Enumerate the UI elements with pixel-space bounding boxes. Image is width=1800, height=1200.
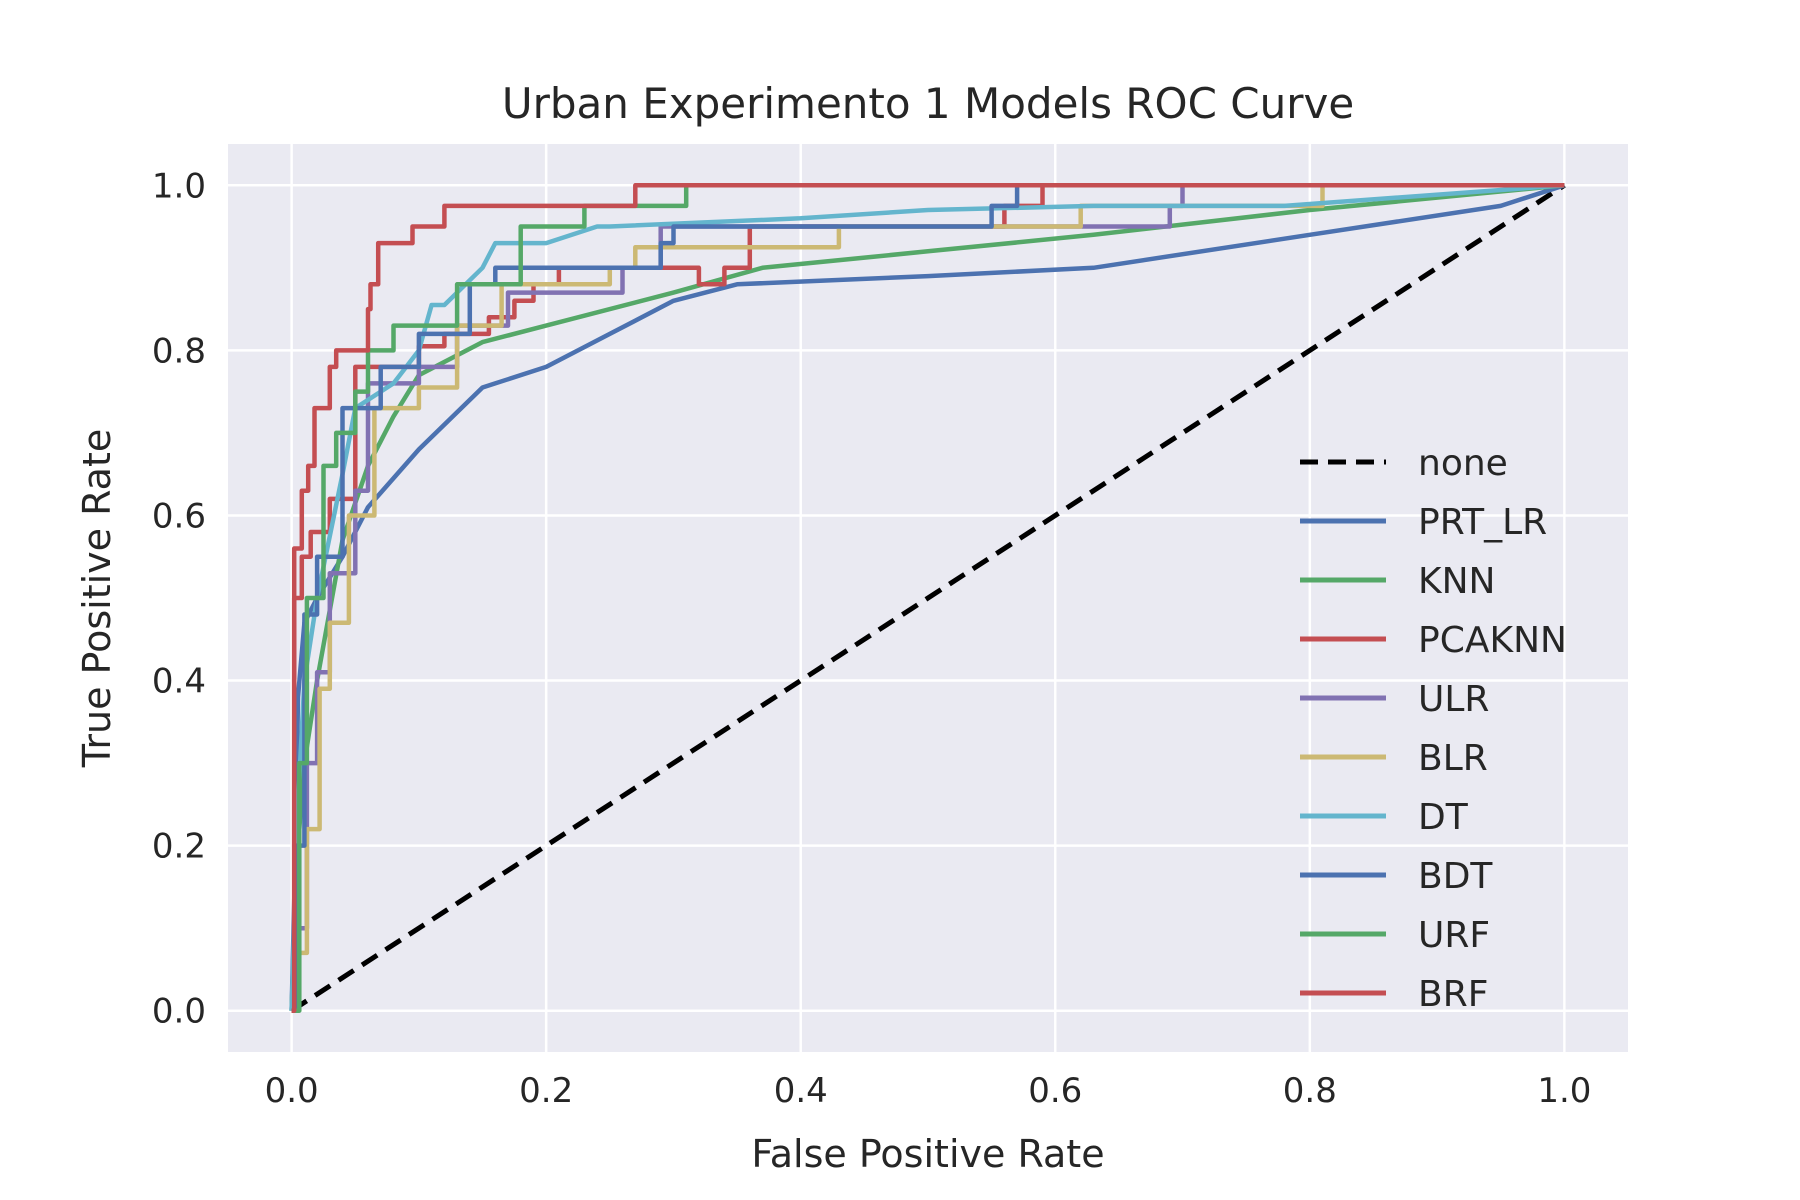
legend-label: DT [1418, 797, 1469, 838]
chart-title: Urban Experimento 1 Models ROC Curve [502, 79, 1354, 128]
y-tick-label: 0.2 [152, 827, 206, 867]
y-tick-label: 0.0 [152, 992, 206, 1032]
series-line-urf [291, 183, 1565, 1013]
series-lines [289, 183, 1566, 1013]
legend-label: PCAKNN [1418, 620, 1567, 661]
y-tick-label: 0.4 [152, 662, 206, 702]
grid [228, 144, 1628, 1052]
x-tick-label: 0.8 [1283, 1071, 1337, 1111]
x-tick-label: 1.0 [1537, 1071, 1591, 1111]
legend-label: URF [1418, 915, 1490, 956]
y-tick-label: 0.8 [152, 331, 206, 371]
legend-label: BRF [1418, 974, 1488, 1015]
legend-label: PRT_LR [1418, 502, 1547, 543]
legend: none PRT_LR KNN PCAKNN ULR BLR DT BDT URF BRF [1300, 443, 1567, 1015]
series-line-knn [289, 183, 1565, 1011]
x-tick-label: 0.4 [774, 1071, 828, 1111]
y-axis-label: True Positive Rate [75, 429, 119, 769]
legend-label: none [1418, 443, 1508, 484]
x-tick-label: 0.0 [265, 1071, 319, 1111]
x-axis-label: False Positive Rate [751, 1132, 1104, 1176]
x-tick-label: 0.6 [1028, 1071, 1082, 1111]
y-tick-label: 0.6 [152, 496, 206, 536]
y-tick-label: 1.0 [152, 166, 206, 206]
x-tick-label: 0.2 [519, 1071, 573, 1111]
series-line-brf [291, 183, 1565, 1013]
legend-label: BLR [1418, 738, 1488, 779]
series-line-none [290, 183, 1566, 1013]
tick-labels: 0.0 0.2 0.4 0.6 0.8 1.0 0.0 0.2 0.4 0.6 0.8 1.0 [152, 166, 1591, 1111]
legend-label: BDT [1418, 856, 1493, 897]
legend-label: KNN [1418, 561, 1495, 602]
legend-label: ULR [1418, 679, 1489, 720]
